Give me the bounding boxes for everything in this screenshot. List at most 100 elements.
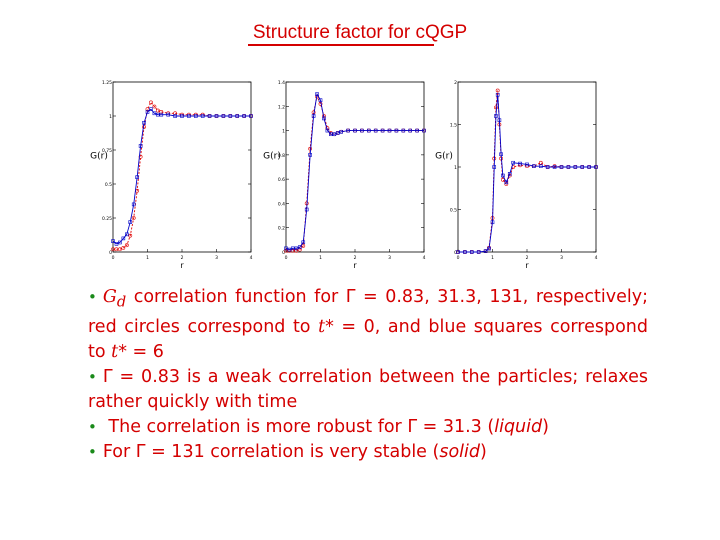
blue-square-point [373, 128, 378, 133]
red-circle-point [494, 105, 498, 110]
x-tick-label: 2 [354, 255, 357, 261]
blue-square-point [315, 92, 319, 96]
y-tick-label: 0.6 [278, 177, 285, 183]
x-tick-label: 4 [595, 255, 598, 261]
blue-square-point [422, 128, 426, 133]
blue-square-point [367, 128, 371, 133]
blue-square-point [494, 114, 498, 118]
bullet-4-text-b: ) [480, 441, 487, 462]
y-tick-label: 0.2 [278, 226, 285, 232]
series-line-blue [112, 108, 251, 245]
blue-square-point [525, 162, 529, 167]
blue-square-point [142, 120, 146, 125]
blue-square-point [284, 246, 288, 251]
blue-square-point [401, 128, 406, 133]
bullet-4-text-a: For Γ = 131 correlation is very stable ( [102, 441, 440, 462]
blue-square-point [511, 160, 516, 165]
liquid-word: liquid [494, 416, 543, 437]
y-tick-label: 0.8 [278, 153, 285, 159]
blue-square-point [322, 116, 326, 121]
blue-square-point [135, 175, 139, 179]
x-axis-label: r [353, 261, 357, 270]
series-line-red [286, 95, 424, 252]
bullet-1: • Gd correlation function for Γ = 0.83, 3… [88, 285, 648, 365]
blue-square-point [308, 153, 312, 157]
plot-frame [112, 81, 252, 253]
y-tick-label: 1.4 [278, 80, 285, 86]
y-tick-label: 2 [454, 80, 457, 86]
x-axis-label: r [180, 261, 184, 270]
blue-square-point [380, 128, 385, 133]
blue-square-point [559, 165, 564, 169]
gd-symbol: G [102, 287, 117, 307]
y-tick-label: 1.2 [278, 104, 285, 110]
blue-square-point [166, 112, 171, 117]
red-circle-point [149, 100, 153, 105]
blue-square-point [552, 165, 557, 169]
bullet-dot: • [88, 367, 97, 386]
x-tick-label: 0 [457, 255, 460, 261]
blue-square-point [539, 164, 543, 168]
y-tick-label: 0.25 [102, 216, 112, 222]
blue-square-point [228, 114, 233, 118]
blue-square-point [249, 114, 253, 118]
red-circle-point [128, 233, 133, 238]
x-tick-label: 3 [215, 255, 218, 261]
x-tick-label: 0 [112, 255, 115, 261]
y-tick-label: 1.5 [450, 123, 457, 129]
blue-square-point [463, 250, 467, 254]
blue-square-point [242, 114, 246, 118]
red-circle-point [155, 108, 160, 113]
bullet-1-text-a: correlation function for Γ = 0.83, 31.3,… [88, 287, 648, 337]
blue-square-point [311, 114, 316, 118]
blue-square-point [235, 114, 239, 118]
x-tick-label: 1 [319, 255, 322, 261]
x-tick-label: 4 [250, 255, 253, 261]
blue-square-point [483, 249, 488, 253]
y-tick-label: 0.5 [450, 208, 457, 214]
bullet-1-text-b: * = 0, and blue squares correspond to [88, 316, 648, 362]
red-circle-point [159, 110, 164, 114]
plot-frame [285, 81, 425, 253]
y-tick-label: 0 [109, 250, 112, 256]
bullet-dot: • [88, 442, 97, 461]
blue-square-point [587, 165, 591, 169]
chart-1: 0 0.25 0.5 0.75 1 1.25 0 1 2 3 4 G(r) r [90, 80, 253, 270]
blue-square-point [152, 111, 157, 116]
red-circle-point [121, 246, 126, 250]
blue-square-point [329, 132, 333, 137]
blue-square-point [408, 128, 412, 133]
red-circle-point [145, 107, 150, 112]
blue-square-point [318, 98, 323, 103]
x-tick-label: 2 [526, 255, 529, 261]
chart-3: 0 0.5 1 1.5 2 0 1 2 3 4 G(r) r [435, 80, 598, 270]
red-circle-point [124, 243, 129, 248]
blue-square-point [492, 165, 497, 169]
blue-square-point [346, 128, 350, 133]
blue-square-point [159, 112, 164, 117]
blue-square-point [335, 131, 340, 135]
blue-square-point [304, 207, 309, 212]
blue-square-point [294, 246, 299, 251]
blue-square-point [490, 220, 495, 225]
x-tick-label: 3 [560, 255, 563, 261]
x-tick-label: 3 [388, 255, 391, 261]
t-symbol-1: t [318, 316, 326, 337]
chart-panel-1: 0 0.25 0.5 0.75 1 1.25 0 1 2 3 4 G(r) r [90, 78, 255, 270]
blue-square-point [495, 92, 500, 97]
blue-square-point [566, 165, 571, 169]
blue-square-point [415, 128, 419, 133]
y-tick-label: 0 [282, 250, 285, 256]
blue-square-point [476, 250, 481, 254]
x-tick-label: 1 [491, 255, 494, 261]
page-title: Structure factor for cQGP [252, 22, 468, 43]
blue-square-point [194, 114, 198, 118]
red-circle-point [301, 244, 306, 248]
red-circle-point [500, 177, 505, 182]
blue-square-point [297, 245, 302, 249]
y-axis-label: G(r) [263, 152, 281, 162]
blue-square-point [353, 128, 357, 133]
blue-square-point [394, 128, 399, 133]
x-tick-label: 4 [423, 255, 426, 261]
red-circle-point [152, 104, 157, 109]
